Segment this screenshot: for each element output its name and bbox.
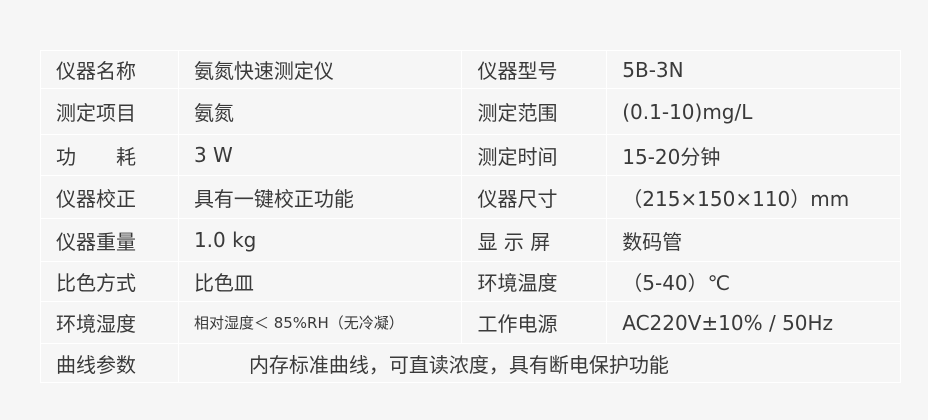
- value-cell: （215×150×110）mm: [606, 175, 901, 219]
- label-cell: 仪器重量: [40, 218, 179, 262]
- table-row: 仪器校正 具有一键校正功能 仪器尺寸 （215×150×110）mm: [40, 175, 901, 219]
- table-row: 比色方式 比色皿 环境温度 （5-40）℃: [40, 261, 901, 302]
- value-cell: 具有一键校正功能: [177, 175, 463, 219]
- spec-table: 仪器名称 氨氮快速测定仪 仪器型号 5B-3N 测定项目 氨氮 测定范围 (0.…: [40, 50, 902, 383]
- label-cell: 测定时间: [461, 134, 608, 176]
- value-cell: AC220V±10% / 50Hz: [606, 301, 901, 344]
- value-cell: 5B-3N: [606, 50, 901, 89]
- table-row: 仪器重量 1.0 kg 显 示 屏 数码管: [40, 218, 901, 262]
- label-cell: 环境温度: [461, 261, 608, 302]
- value-cell: 内存标准曲线，可直读浓度，具有断电保护功能: [177, 343, 902, 383]
- value-cell: （5-40）℃: [606, 261, 901, 302]
- label-cell: 显 示 屏: [461, 218, 608, 262]
- value-cell: 数码管: [606, 218, 901, 262]
- value-cell: 氨氮快速测定仪: [177, 50, 463, 89]
- label-cell: 功 耗: [40, 134, 179, 176]
- table-row: 测定项目 氨氮 测定范围 (0.1-10)mg/L: [40, 88, 901, 135]
- label-cell: 仪器名称: [40, 50, 179, 89]
- value-cell: 15-20分钟: [606, 134, 901, 176]
- label-cell: 测定项目: [40, 88, 179, 135]
- label-cell: 工作电源: [461, 301, 608, 344]
- label-cell: 仪器校正: [40, 175, 179, 219]
- value-cell: 氨氮: [177, 88, 463, 135]
- value-cell: (0.1-10)mg/L: [606, 88, 901, 135]
- value-cell: 1.0 kg: [177, 218, 463, 262]
- label-cell: 测定范围: [461, 88, 608, 135]
- value-cell: 相对湿度＜ 85%RH（无冷凝）: [177, 301, 463, 344]
- table-row: 曲线参数 内存标准曲线，可直读浓度，具有断电保护功能: [40, 343, 902, 383]
- label-cell: 仪器型号: [461, 50, 608, 89]
- label-cell: 仪器尺寸: [461, 175, 608, 219]
- label-cell: 环境湿度: [40, 301, 179, 344]
- value-cell: 3 W: [177, 134, 463, 176]
- table-row: 功 耗 3 W 测定时间 15-20分钟: [40, 134, 901, 176]
- table-row: 仪器名称 氨氮快速测定仪 仪器型号 5B-3N: [40, 50, 901, 89]
- label-cell: 比色方式: [40, 261, 179, 302]
- value-cell: 比色皿: [177, 261, 463, 302]
- table-row: 环境湿度 相对湿度＜ 85%RH（无冷凝） 工作电源 AC220V±10% / …: [40, 301, 901, 344]
- label-cell: 曲线参数: [40, 343, 179, 383]
